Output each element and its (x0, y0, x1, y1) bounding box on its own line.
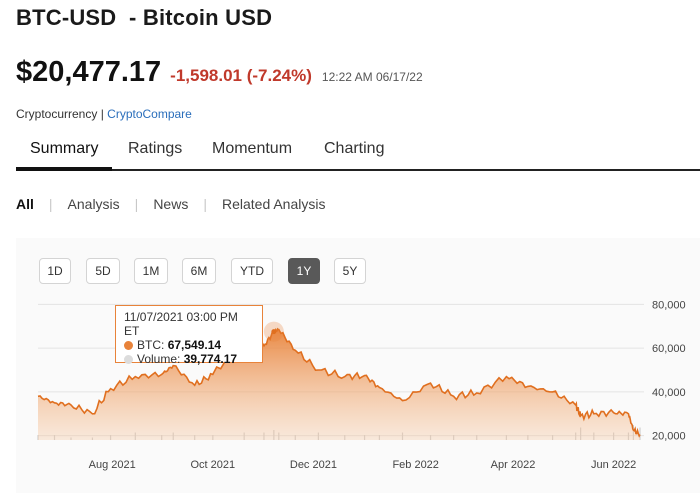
tooltip-volume-row: Volume: 39,774.17 (124, 352, 254, 366)
x-tick-label: Oct 2021 (191, 459, 236, 471)
btc-series-swatch (124, 341, 133, 350)
x-tick-label: Feb 2022 (392, 459, 438, 471)
tooltip-btc-value: 67,549.14 (167, 338, 222, 352)
y-tick-label: 40,000 (652, 387, 686, 399)
price-area (38, 329, 640, 440)
sub-navigation: All | Analysis | News | Related Analysis (16, 196, 325, 212)
price-line (37, 327, 641, 438)
range-5d-button[interactable]: 5D (86, 258, 120, 284)
range-1m-button[interactable]: 1M (134, 258, 168, 284)
tooltip-volume-label: Volume: (137, 352, 181, 366)
chart-panel: 1D 5D 1M 6M YTD 1Y 5Y (16, 238, 700, 493)
volume-bar (639, 427, 641, 440)
range-6m-button[interactable]: 6M (182, 258, 216, 284)
subnav-all[interactable]: All (16, 196, 34, 212)
x-tick-label: Aug 2021 (89, 459, 136, 471)
chart-tooltip: 11/07/2021 03:00 PM ET BTC: 67,549.14 Vo… (115, 305, 263, 366)
tooltip-date: 11/07/2021 03:00 PM ET (124, 310, 238, 338)
y-tick-label: 20,000 (652, 431, 686, 443)
range-5y-button[interactable]: 5Y (334, 258, 366, 284)
tab-charting[interactable]: Charting (324, 140, 385, 157)
tooltip-btc-label: BTC: (137, 338, 165, 352)
price-change: -1,598.01 (-7.24%) (170, 66, 312, 85)
range-ytd-button[interactable]: YTD (231, 258, 273, 284)
source-link[interactable]: CryptoCompare (107, 107, 192, 121)
tooltip-btc-row: BTC: 67,549.14 (124, 338, 254, 352)
subnav-related-analysis[interactable]: Related Analysis (221, 196, 326, 212)
subnav-divider: | (203, 196, 207, 212)
tab-momentum[interactable]: Momentum (212, 140, 293, 157)
main-tabs: Summary Ratings Momentum Charting (16, 140, 700, 171)
source-line: Cryptocurrency | CryptoCompare (16, 107, 192, 121)
subnav-divider: | (48, 196, 53, 212)
source-separator: | (97, 107, 108, 121)
x-tick-label: Apr 2022 (491, 459, 536, 471)
subnav-analysis[interactable]: Analysis (67, 196, 120, 212)
y-tick-label: 80,000 (652, 299, 686, 311)
page-title: BTC-USD - Bitcoin USD (16, 5, 273, 30)
range-1d-button[interactable]: 1D (39, 258, 71, 284)
x-tick-label: Dec 2021 (290, 459, 337, 471)
category-label: Cryptocurrency (16, 107, 98, 121)
tooltip-volume-value: 39,774.17 (183, 352, 238, 366)
range-1y-button[interactable]: 1Y (288, 258, 320, 284)
subnav-divider: | (134, 196, 139, 212)
x-tick-label: Jun 2022 (591, 459, 636, 471)
quote-timestamp: 12:22 AM 06/17/22 (321, 70, 423, 84)
tab-ratings[interactable]: Ratings (128, 140, 183, 157)
y-tick-label: 60,000 (652, 343, 686, 355)
last-price: $20,477.17 (16, 56, 162, 88)
volume-series-swatch (124, 355, 133, 364)
quote-row: $20,477.17 -1,598.01 (-7.24%) 12:22 AM 0… (16, 56, 423, 89)
subnav-news[interactable]: News (153, 196, 189, 212)
tab-summary[interactable]: Summary (16, 140, 113, 171)
hover-point (271, 329, 277, 335)
